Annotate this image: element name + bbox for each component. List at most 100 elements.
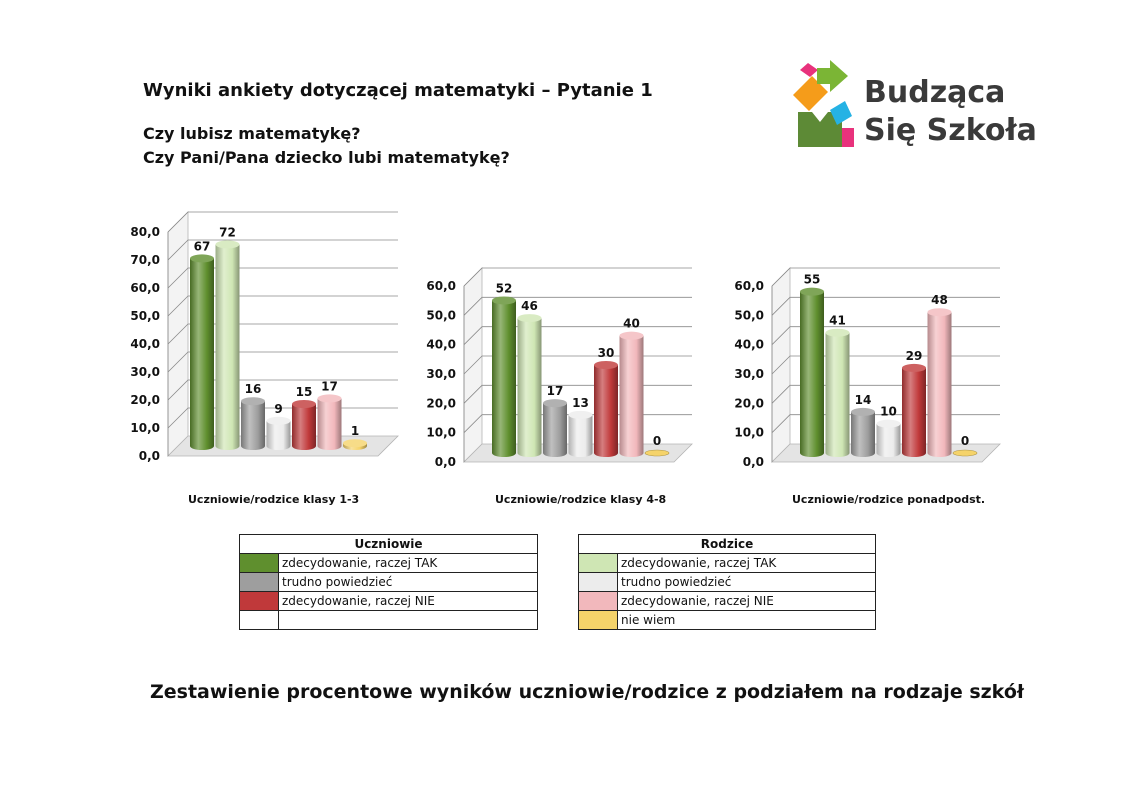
legend-swatch-r-trudno [578,572,618,592]
y-tick-label: 60,0 [130,281,160,295]
bar-u-trudno [851,407,875,457]
legend-swatch-u-tak [239,553,279,573]
y-tick-label: 30,0 [426,367,456,381]
y-tick-label: 70,0 [130,253,160,267]
legend-swatch-r-tak [578,553,618,573]
bar-u-nie [902,363,926,457]
legend-row: zdecydowanie, raczej NIE [239,591,538,611]
y-tick-label: 0,0 [435,455,456,469]
bar-value-label: 13 [572,396,589,410]
budzaca-sie-szkola-logo: Budząca Się Szkoła [793,60,1037,148]
bar-u-nie [292,400,316,450]
chart-ponadpodst: 0,0 10,0 20,0 30,0 40,0 50,0 60,0 55 41 14 10 29 48 0 [734,267,1001,469]
bar-value-label: 16 [245,382,262,396]
y-tick-label: 20,0 [130,393,160,407]
bar-value-label: 10 [880,405,897,419]
bar-value-label: 67 [194,239,211,253]
legend-label: zdecydowanie, raczej NIE [278,591,538,611]
bar-value-label: 46 [521,299,538,313]
legend-uczniowie-title: Uczniowie [239,534,538,554]
y-tick-label: 0,0 [743,455,764,469]
chart-gridline [167,351,398,373]
y-tick-label: 20,0 [734,396,764,410]
bar-value-label: 52 [496,281,513,295]
bar-value-label: 30 [598,346,615,360]
y-tick-label: 50,0 [734,308,764,322]
bar-value-label: 41 [829,314,846,328]
bar-r-nie [927,308,952,457]
bar-value-label: 72 [219,225,236,239]
bar-r-nie [619,331,644,457]
bar-value-label: 29 [906,349,923,363]
legend-row: nie wiem [578,610,876,630]
bar-value-label: 9 [274,402,282,416]
legend-label: trudno powiedzieć [278,572,538,592]
question-students: Czy lubisz matematykę? [143,124,361,143]
legend-label: zdecydowanie, raczej TAK [617,553,876,573]
legend-uczniowie: Uczniowie zdecydowanie, raczej TAK trudn… [239,534,538,630]
y-tick-label: 60,0 [426,279,456,293]
bar-r-trudno [266,416,291,450]
bar-r-tak [215,240,240,450]
legend-row: trudno powiedzieć [578,572,876,592]
bar-r-niewiem [343,439,367,450]
legend-row: zdecydowanie, raczej TAK [578,553,876,573]
logo-line1: Budząca [864,75,1005,110]
chart-gridline [463,326,692,345]
y-tick-label: 10,0 [426,426,456,440]
bar-u-trudno [543,399,567,457]
bar-u-tak [800,287,824,457]
legend-swatch-r-niewiem [578,610,618,630]
legend-label: nie wiem [617,610,876,630]
chart-gridline [167,295,398,317]
y-tick-label: 40,0 [734,338,764,352]
legend-row-empty [239,610,538,630]
legend-swatch-r-nie [578,591,618,611]
y-tick-label: 80,0 [130,225,160,239]
question-parents: Czy Pani/Pana dziecko lubi matematykę? [143,148,510,167]
bar-r-niewiem [952,449,978,457]
y-tick-label: 20,0 [426,396,456,410]
bar-value-label: 0 [653,434,661,448]
y-tick-label: 10,0 [734,426,764,440]
bar-value-label: 1 [351,424,359,438]
bar-u-tak [492,296,516,457]
page-title: Wyniki ankiety dotyczącej matematyki – P… [143,80,653,101]
bar-value-label: 17 [321,379,338,393]
chart-gridline [167,267,398,289]
chart-gridline [167,211,398,233]
y-tick-label: 10,0 [130,421,160,435]
legend-label: zdecydowanie, raczej TAK [278,553,538,573]
bar-value-label: 48 [931,293,948,307]
chart-gridline [463,267,692,287]
chart-gridline [771,267,1000,287]
y-tick-label: 40,0 [426,338,456,352]
legend-label: trudno powiedzieć [617,572,876,592]
legend-rodzice: Rodzice zdecydowanie, raczej TAK trudno … [578,534,876,630]
y-tick-label: 60,0 [734,279,764,293]
bar-value-label: 40 [623,317,640,331]
footer-caption: Zestawienie procentowe wyników uczniowie… [150,681,1024,703]
chart-gridline [167,323,398,345]
y-tick-label: 40,0 [130,337,160,351]
y-tick-label: 30,0 [130,365,160,379]
bar-r-trudno [876,419,901,457]
chart-xlabel-klasy-4-8: Uczniowie/rodzice klasy 4-8 [495,493,667,506]
legend-label: zdecydowanie, raczej NIE [617,591,876,611]
legend-row: zdecydowanie, raczej TAK [239,553,538,573]
chart-klasy-4-8: 0,0 10,0 20,0 30,0 40,0 50,0 60,0 52 46 17 13 30 40 0 [426,267,693,469]
legend-swatch-u-nie [239,591,279,611]
bar-value-label: 14 [855,393,872,407]
legend-row: trudno powiedzieć [239,572,538,592]
chart-gridline [463,296,692,316]
bar-u-trudno [241,397,265,450]
bar-value-label: 0 [961,434,969,448]
bar-value-label: 17 [547,384,564,398]
legend-row: zdecydowanie, raczej NIE [578,591,876,611]
chart-gridline [771,296,1000,316]
chart-xlabel-klasy-1-3: Uczniowie/rodzice klasy 1-3 [188,493,360,506]
bar-r-niewiem [644,449,670,457]
chart-klasy-1-3: 0,0 10,0 20,0 30,0 40,0 50,0 60,0 70,0 80,0 67 72 1… [130,211,399,463]
bar-value-label: 55 [804,273,821,287]
bar-value-label: 15 [296,385,313,399]
